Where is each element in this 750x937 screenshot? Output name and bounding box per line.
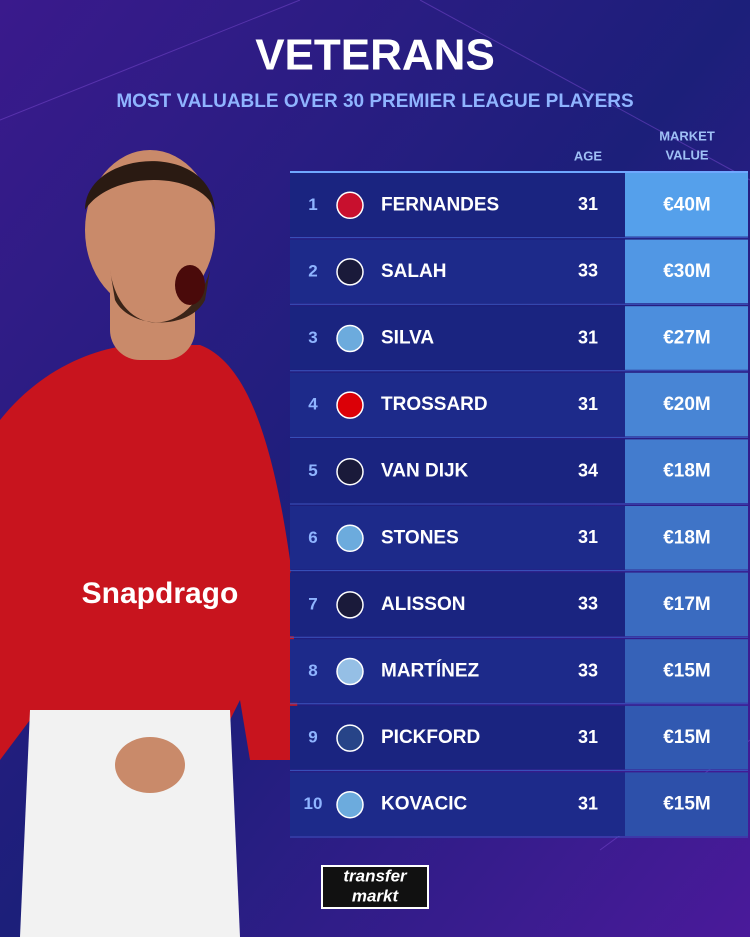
club-badge xyxy=(336,790,364,819)
player-name: SALAH xyxy=(381,261,446,282)
value-cell xyxy=(625,772,748,836)
value-cell xyxy=(625,439,748,503)
rank: 1 xyxy=(308,195,317,214)
column-header: MARKET xyxy=(659,128,715,143)
jersey-sponsor: Snapdrago xyxy=(82,577,239,610)
age: 31 xyxy=(578,394,598,414)
club-badge xyxy=(336,724,364,752)
market-value: €17M xyxy=(663,594,711,615)
logo-box xyxy=(321,865,429,909)
market-value: €18M xyxy=(663,527,711,548)
rank: 6 xyxy=(308,528,317,547)
rank: 2 xyxy=(308,261,317,280)
age: 31 xyxy=(578,527,598,547)
club-badge xyxy=(336,258,364,286)
age: 33 xyxy=(578,660,598,680)
market-value: €15M xyxy=(663,727,711,748)
player-name: FERNANDES xyxy=(381,194,499,215)
value-cell xyxy=(625,239,748,304)
age: 31 xyxy=(578,793,598,813)
market-value: €30M xyxy=(663,261,711,282)
rank: 7 xyxy=(308,594,317,613)
player-name: VAN DIJK xyxy=(381,461,469,482)
age: 33 xyxy=(578,261,598,281)
club-badge xyxy=(336,324,364,353)
market-value: €18M xyxy=(663,461,711,482)
player-name: TROSSARD xyxy=(381,394,488,415)
market-value: €20M xyxy=(663,394,711,415)
subtitle: MOST VALUABLE OVER 30 PREMIER LEAGUE PLA… xyxy=(116,91,633,112)
player-name: KOVACIC xyxy=(381,794,467,815)
value-cell xyxy=(625,506,748,570)
player-name: ALISSON xyxy=(381,594,465,615)
club-badge xyxy=(336,457,364,486)
club-badge xyxy=(336,391,364,419)
player-name: PICKFORD xyxy=(381,727,480,748)
age: 31 xyxy=(578,327,598,347)
age: 33 xyxy=(578,594,598,614)
market-value: €15M xyxy=(663,661,711,682)
player-name: STONES xyxy=(381,527,459,548)
value-cell xyxy=(625,372,748,437)
market-value: €27M xyxy=(663,328,711,349)
value-cell xyxy=(625,572,748,637)
logo-text: transfer xyxy=(343,866,408,885)
club-badge xyxy=(336,591,364,619)
player-name: SILVA xyxy=(381,328,434,349)
age: 31 xyxy=(578,727,598,747)
age: 31 xyxy=(578,194,598,214)
rank: 9 xyxy=(308,728,317,747)
column-header: VALUE xyxy=(665,147,708,162)
table: 1 FERNANDES 31 €40M 2 SALAH 33 €30M 3 SILVA 31 €27M… xyxy=(290,173,748,838)
rank: 8 xyxy=(308,661,317,680)
rank: 3 xyxy=(308,328,317,347)
title: VETERANS xyxy=(255,31,495,80)
value-cell xyxy=(625,639,748,703)
club-badge xyxy=(336,524,364,553)
player-name: MARTÍNEZ xyxy=(381,660,480,682)
value-cell xyxy=(625,705,748,770)
player-illustration: Snapdrago xyxy=(0,150,300,937)
logo-text: markt xyxy=(352,886,400,905)
rank: 10 xyxy=(304,794,323,813)
club-badge xyxy=(336,657,364,686)
market-value: €15M xyxy=(663,794,711,815)
value-cell xyxy=(625,173,748,237)
age: 34 xyxy=(578,460,598,480)
rank: 4 xyxy=(308,395,318,414)
club-badge xyxy=(336,191,364,220)
value-cell xyxy=(625,306,748,370)
market-value: €40M xyxy=(663,194,711,215)
column-header: AGE xyxy=(574,148,603,163)
rank: 5 xyxy=(308,461,317,480)
